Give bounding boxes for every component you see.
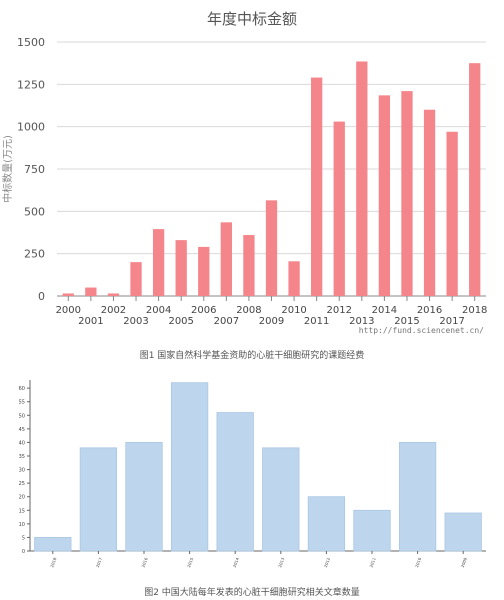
x-tick-label: 2018 <box>462 305 487 316</box>
y-tick-label: 1000 <box>17 121 45 134</box>
bar-2010 <box>288 261 300 296</box>
x-tick-label: 2003 <box>123 316 148 327</box>
y-axis-label: 中标数量(万元) <box>1 135 14 203</box>
bar-2002 <box>107 293 120 296</box>
x-tick-label: 2015 <box>186 556 194 568</box>
bar-2004 <box>152 229 165 296</box>
x-tick-label: 2017 <box>439 316 464 327</box>
bar-2010 <box>398 442 437 552</box>
x-tick-label: 2008 <box>236 305 261 316</box>
bar-2007 <box>220 222 232 296</box>
bar-2015 <box>170 382 209 552</box>
bar-2014 <box>216 412 254 552</box>
y-tick-label: 50 <box>19 413 25 419</box>
y-tick-label: 750 <box>24 163 45 176</box>
x-tick-label: 2004 <box>146 305 171 316</box>
x-tick-label: 2001 <box>78 316 103 327</box>
y-tick-label: 40 <box>19 440 25 446</box>
y-tick-label: 35 <box>19 454 25 460</box>
bar-2016 <box>125 442 163 552</box>
y-tick-label: 0 <box>22 549 25 555</box>
y-tick-label: 45 <box>19 427 25 433</box>
x-tick-label: 2015 <box>394 316 419 327</box>
figure-2-caption: 图2 中国大陆每年发表的心脏干细胞研究相关文章数量 <box>144 588 360 598</box>
bar-2001 <box>85 287 97 296</box>
x-tick-label: 2010 <box>414 556 422 568</box>
bar-2018 <box>469 63 481 296</box>
x-tick-label: 2006 <box>191 305 216 316</box>
x-tick-label: 2016 <box>140 556 148 568</box>
chart-title: 年度中标金额 <box>207 10 297 28</box>
bar-2012 <box>307 496 346 552</box>
x-tick-label: 2014 <box>372 305 397 316</box>
x-tick-label: 2014 <box>232 556 240 568</box>
bar-2017 <box>446 131 458 296</box>
chart-annual-publications: 0 5 10 15 20 25 30 35 40 45 50 55 60 2018 2017 2016 2015… <box>19 380 486 568</box>
x-tick-label: 2011 <box>304 316 329 327</box>
bar-2017 <box>79 447 118 552</box>
x-tick-label: 2013 <box>349 316 374 327</box>
bar-2013 <box>356 61 368 297</box>
chart-annual-funding: 年度中标金额 0 250 500 750 1000 1250 1500 中标数量(万元) 2000… <box>1 10 487 335</box>
bar-2011 <box>311 77 323 296</box>
bar-2011 <box>353 509 391 552</box>
x-tick-label: 2012 <box>327 305 352 316</box>
bar-2009 <box>265 200 278 296</box>
x-tick-label: 2011 <box>368 556 376 568</box>
bar-2000 <box>62 293 74 296</box>
x-tick-label: 2010 <box>281 305 306 316</box>
y-tick-label: 500 <box>24 205 45 218</box>
x-tick-label: 2012 <box>323 556 331 568</box>
x-tick-label: 2013 <box>277 556 285 568</box>
bar-2013 <box>262 447 300 552</box>
bar-2006 <box>198 246 210 296</box>
y-tick-label: 60 <box>19 386 25 392</box>
y-tick-label: 1500 <box>17 36 45 49</box>
y-tick-label: 25 <box>19 481 25 487</box>
x-tick-label: 2005 <box>168 316 193 327</box>
bar-2016 <box>423 109 436 296</box>
x-tick-label: 2018 <box>49 556 57 568</box>
y-tick-label: 1250 <box>17 78 45 91</box>
y-tick-label: 0 <box>38 290 45 303</box>
bar-2005 <box>175 240 187 296</box>
bar-2018 <box>34 537 72 552</box>
x-tick-label: 2009 <box>460 556 468 568</box>
bar-2009 <box>444 512 482 552</box>
x-tick-label: 2007 <box>214 316 239 327</box>
x-tick-label: 2000 <box>56 305 81 316</box>
y-tick-label: 20 <box>19 495 25 501</box>
bar-2008 <box>243 235 255 296</box>
figure-1-caption: 图1 国家自然科学基金资助的心脏干细胞研究的课题经费 <box>139 351 365 361</box>
y-tick-label: 10 <box>19 522 25 528</box>
y-tick-label: 250 <box>24 248 45 261</box>
y-tick-label: 55 <box>19 400 25 406</box>
source-watermark: http://fund.sciencenet.cn/ <box>359 326 484 335</box>
x-tick-label: 2017 <box>95 556 103 568</box>
bar-2014 <box>378 95 391 296</box>
bar-2012 <box>333 121 345 296</box>
y-tick-label: 30 <box>19 468 25 474</box>
bar-2015 <box>401 91 413 297</box>
y-tick-label: 15 <box>19 508 25 514</box>
x-tick-label: 2002 <box>101 305 126 316</box>
y-tick-label: 5 <box>22 535 25 541</box>
x-tick-label: 2016 <box>417 305 442 316</box>
x-tick-label: 2009 <box>259 316 284 327</box>
bar-2003 <box>130 262 142 296</box>
